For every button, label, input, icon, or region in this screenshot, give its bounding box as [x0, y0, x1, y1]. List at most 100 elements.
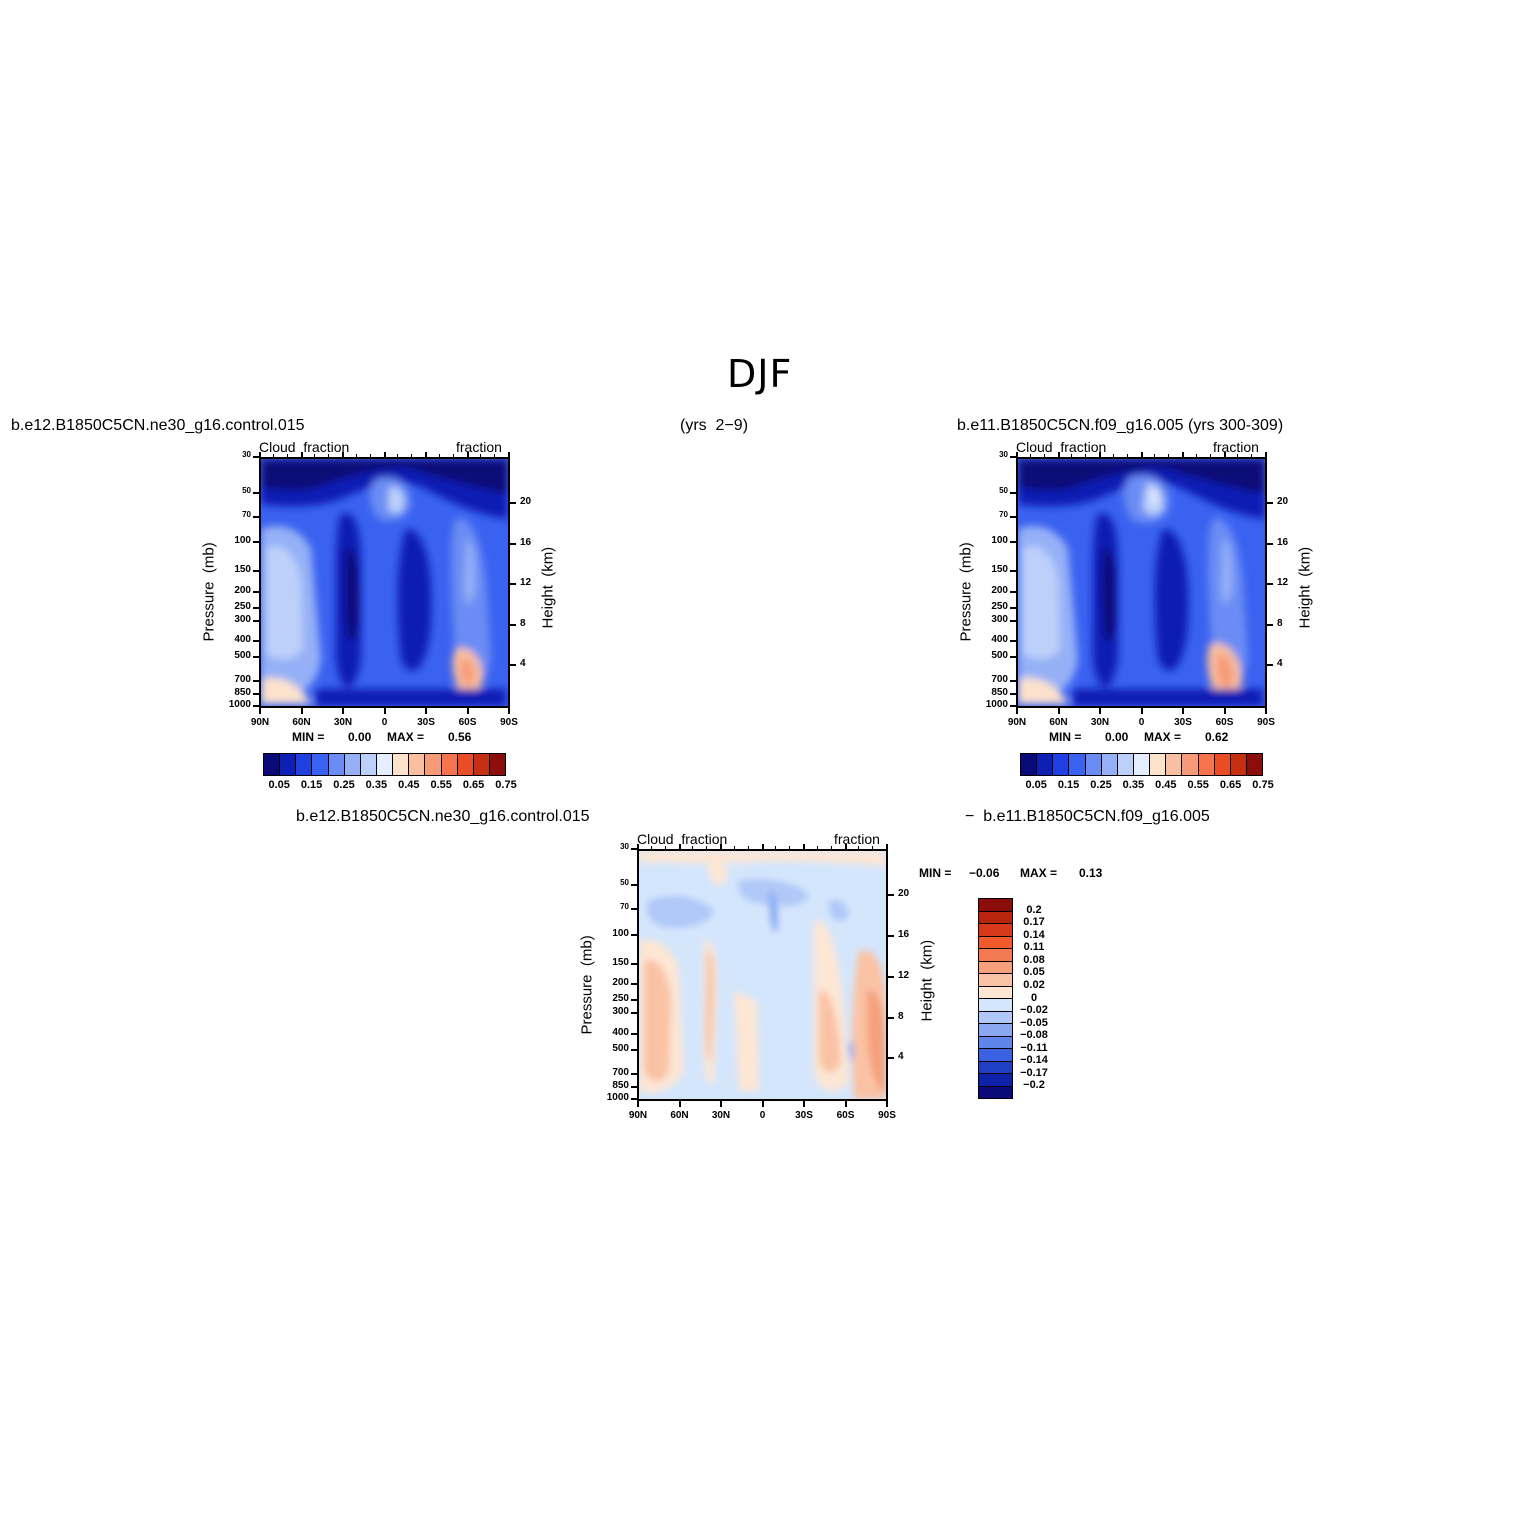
panel3-lat-tick-top [720, 844, 722, 849]
panel3-pressure-tick-label: 100 [612, 927, 629, 939]
panel1-lat-tick-label: 30N [333, 717, 353, 728]
colorbar-swatch [393, 754, 410, 775]
panel2-lat-tick-label: 30N [1090, 717, 1110, 728]
panel2-pressure-tick [1010, 679, 1016, 682]
panel2-lat-tick [1182, 708, 1184, 714]
panel3-lat-tick-label: 90S [878, 1110, 896, 1121]
panel3-height-tick-label: 12 [898, 969, 910, 981]
panel3-pressure-tick-label: 150 [612, 956, 629, 968]
difference-colorbar-label: 0.08 [1023, 953, 1045, 966]
panel1-lat-tick [300, 708, 303, 714]
panel1-pressure-tick-label: 1000 [228, 699, 251, 710]
panel1-lat-tick [383, 708, 386, 714]
colorbar-swatch [1053, 754, 1070, 775]
panel3-variable-label: Cloud fraction [637, 831, 728, 847]
panel2-minor-tick [1071, 454, 1073, 457]
colorbar-swatch [1246, 754, 1263, 775]
difference-colorbar-label: 0.2 [1026, 903, 1042, 916]
panel3-case-left: b.e12.B1850C5CN.ne30_g16.control.015 [296, 808, 590, 825]
difference-colorbar-swatch [979, 1074, 1012, 1087]
panel1-variable-label: Cloud fraction [259, 439, 350, 455]
panel3-pressure-tick [631, 1086, 637, 1089]
difference-colorbar-label: −0.2 [1023, 1079, 1045, 1092]
difference-colorbar-label: −0.14 [1020, 1054, 1048, 1067]
panel2-minor-tick [1016, 454, 1017, 457]
panel2-pressure-tick [1010, 705, 1016, 707]
panel1-height-tick-label: 16 [520, 536, 532, 548]
panel2-minor-tick [1237, 454, 1239, 457]
panel1-case-title: b.e12.B1850C5CN.ne30_g16.control.015 [11, 417, 305, 434]
panel1-pressure-tick [253, 492, 259, 495]
panel3-pressure-tick [631, 1098, 637, 1100]
difference-colorbar-swatch [979, 1024, 1012, 1037]
panel3-height-tick-label: 4 [898, 1051, 904, 1063]
panel2-pressure-tick-label: 100 [991, 535, 1008, 547]
panel1-lat-tick-label: 90S [500, 717, 518, 728]
difference-colorbar-swatch [979, 999, 1012, 1012]
panel1-pressure-tick-label: 50 [242, 486, 251, 496]
panel1-lat-tick-label: 60N [292, 717, 311, 728]
difference-colorbar-swatch [979, 1011, 1012, 1024]
panel1-pressure-tick [253, 693, 259, 696]
panel2-lat-tick-top [1223, 452, 1226, 457]
panel2-lat-tick-label: 60S [1215, 717, 1234, 728]
panel2-height-tick [1267, 583, 1273, 586]
panel2-height-tick [1267, 542, 1273, 545]
panel2-pressure-tick-label: 850 [991, 687, 1008, 699]
difference-colorbar-swatch [979, 899, 1012, 912]
panel3-minor-tick [678, 846, 680, 849]
panel3-pressure-tick-label: 30 [620, 842, 629, 851]
panel3-lat-tick [637, 1101, 639, 1107]
panel1-pressure-tick [253, 590, 259, 593]
panel1-colorbar [263, 753, 506, 776]
panel3-lat-tick [761, 1101, 764, 1107]
panel1-minor-tick [259, 454, 260, 457]
panel1-pressure-tick [253, 655, 259, 658]
difference-colorbar-label: 0.17 [1023, 916, 1045, 929]
panel2-lat-tick-top [1057, 452, 1060, 457]
panel1-pressure-tick-label: 400 [234, 633, 251, 645]
panel1-minor-tick [272, 454, 274, 457]
panel3-minor-tick [664, 846, 666, 849]
colorbar-swatch [1230, 754, 1247, 775]
panel1-minor-tick [425, 454, 426, 457]
panel3-lat-tick-label: 30S [795, 1110, 813, 1121]
difference-colorbar-label: 0.05 [1023, 966, 1045, 979]
panel2-pressure-tick-label: 300 [991, 613, 1008, 625]
colorbar-swatch [280, 754, 297, 775]
panel1-height-tick [510, 623, 516, 626]
panel1-max-value: 0.56 [448, 730, 472, 744]
panel1-height-tick [510, 542, 516, 545]
panel2-pressure-tick-label: 250 [991, 600, 1008, 612]
panel2-lat-tick [1140, 708, 1143, 714]
panel2-minor-tick [1029, 454, 1031, 457]
difference-colorbar-swatch [979, 974, 1012, 987]
panel1-pressure-tick [253, 639, 259, 642]
panel2-lat-tick [1223, 708, 1226, 714]
panel1-minor-tick [369, 454, 371, 457]
panel1-minor-tick [355, 454, 357, 457]
colorbar1-label: 0.75 [495, 779, 517, 791]
panel2-height-tick-label: 4 [1277, 658, 1283, 670]
panel3-pressure-tick [631, 962, 637, 965]
panel2-minor-tick [1112, 454, 1114, 457]
panel1-pressure-tick [253, 570, 259, 573]
panel1-pressure-tick [253, 619, 259, 622]
panel2-lat-tick-top [1099, 452, 1101, 457]
panel3-minor-tick [816, 846, 818, 849]
panel2-lat-tick-label: 90N [1007, 717, 1027, 728]
panel1-lat-tick-label: 30S [417, 717, 435, 728]
colorbar-swatch [1198, 754, 1215, 775]
colorbar-swatch [328, 754, 345, 775]
panel3-minor-tick [858, 846, 860, 849]
panel3-plot-area [637, 849, 888, 1101]
difference-colorbar-label: 0.14 [1023, 928, 1045, 941]
panel1-lat-tick [508, 708, 510, 714]
panel1-lat-tick-label: 60S [458, 717, 477, 728]
panel3-height-tick [888, 975, 894, 978]
panel1-lat-tick [466, 708, 469, 714]
panel3-pressure-tick [631, 1032, 637, 1035]
panel3-max-value: 0.13 [1079, 866, 1103, 880]
difference-colorbar [978, 898, 1013, 1099]
panel1-units-label: fraction [456, 439, 502, 455]
